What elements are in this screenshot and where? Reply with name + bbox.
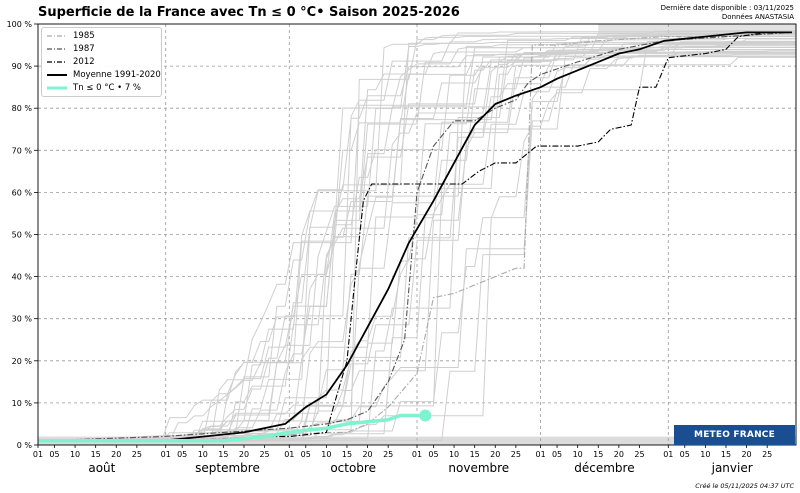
x-tick-label: 25 (259, 450, 269, 459)
y-tick-label: 50 % (12, 231, 33, 240)
month-label: décembre (574, 461, 634, 475)
legend-item-mean: Moyenne 1991-2020 (47, 70, 161, 80)
x-tick-label: 01 (33, 450, 43, 459)
x-tick-label: 05 (177, 450, 187, 459)
x-tick-label: 25 (634, 450, 644, 459)
x-tick-label: 20 (741, 450, 751, 459)
series-lines (37, 31, 792, 443)
y-tick-label: 70 % (12, 146, 33, 155)
y-tick-label: 40 % (12, 273, 33, 282)
meteo-france-logo: METEO FRANCE (674, 425, 795, 445)
x-tick-label: 15 (470, 450, 480, 459)
x-tick-label: 10 (573, 450, 583, 459)
x-tick-label: 25 (383, 450, 393, 459)
x-tick-label: 20 (362, 450, 372, 459)
month-label: janvier (711, 461, 753, 475)
historical-season-line (37, 47, 796, 442)
last-date-text: Dernière date disponible : 03/11/2025 (660, 4, 794, 12)
legend-item-1987: 1987 (47, 44, 95, 54)
x-tick-label: 20 (490, 450, 500, 459)
x-tick-label: 15 (91, 450, 101, 459)
legend-item-1985: 1985 (47, 31, 95, 41)
x-tick-label: 15 (721, 450, 731, 459)
historical-season-line (37, 52, 796, 442)
y-tick-label: 60 % (12, 188, 33, 197)
series-line-1 (37, 31, 792, 442)
legend-label: Moyenne 1991-2020 (73, 70, 161, 80)
x-tick-label: 20 (239, 450, 249, 459)
historical-season-line (37, 40, 796, 442)
y-tick-label: 0 % (17, 441, 33, 450)
source-text: Données ANASTASIA (721, 13, 794, 21)
grid-lines (38, 24, 796, 445)
x-axis-ticks: 01 05 10 15 20 25 août 01 05 10 15 20 25 septembre 01 0… (33, 445, 772, 475)
x-tick-label: 01 (535, 450, 545, 459)
x-tick-label: 01 (161, 450, 171, 459)
x-tick-label: 10 (198, 450, 208, 459)
legend-swatch-dashdot-gray (47, 35, 67, 37)
historical-season-line (37, 37, 797, 442)
historical-season-lines (37, 30, 797, 442)
x-tick-label: 01 (663, 450, 673, 459)
y-tick-label: 80 % (12, 104, 33, 113)
x-tick-label: 01 (284, 450, 294, 459)
x-tick-label: 15 (342, 450, 352, 459)
historical-season-line (37, 30, 796, 442)
month-label: septembre (195, 461, 260, 475)
legend-item-current: Tn ≤ 0 °C • 7 % (47, 83, 141, 93)
historical-season-line (37, 56, 796, 442)
x-tick-label: 20 (111, 450, 121, 459)
x-tick-label: 10 (321, 450, 331, 459)
legend-label: 1985 (73, 31, 95, 41)
x-tick-label: 25 (511, 450, 521, 459)
x-tick-label: 05 (552, 450, 562, 459)
historical-season-line (37, 56, 796, 442)
x-tick-label: 15 (593, 450, 603, 459)
y-tick-label: 100 % (7, 20, 33, 29)
x-tick-label: 05 (680, 450, 690, 459)
y-axis-ticks: 0 % 10 % 20 % 30 % 40 % 50 % 60 % 70 % 80 % 90 % 1… (7, 20, 38, 450)
x-tick-label: 25 (762, 450, 772, 459)
series-line-3 (38, 31, 792, 442)
historical-season-line (37, 32, 796, 442)
legend-label: 1987 (73, 44, 95, 54)
current-value-marker (419, 409, 432, 422)
y-tick-label: 20 % (12, 357, 33, 366)
x-tick-label: 05 (301, 450, 311, 459)
legend-swatch-dashdot-dark (47, 48, 67, 50)
legend-label: 2012 (73, 57, 95, 67)
x-tick-label: 25 (132, 450, 142, 459)
x-tick-label: 05 (49, 450, 59, 459)
historical-season-line (37, 52, 796, 442)
month-label: novembre (448, 461, 509, 475)
x-tick-label: 10 (449, 450, 459, 459)
metadata-block: Dernière date disponible : 03/11/2025 Do… (661, 4, 794, 22)
historical-season-line (37, 44, 796, 442)
legend-swatch-dashdot-black (47, 61, 67, 63)
historical-season-line (37, 41, 796, 442)
y-tick-label: 30 % (12, 315, 33, 324)
month-label: octobre (330, 461, 376, 475)
month-label: août (88, 461, 115, 475)
x-tick-label: 01 (412, 450, 422, 459)
series-line-4 (38, 413, 426, 443)
legend-swatch-solid-black (47, 74, 67, 76)
chart-title: Superficie de la France avec Tn ≤ 0 °C• … (38, 5, 460, 20)
legend-item-2012: 2012 (47, 57, 95, 67)
legend-swatch-solid-mint (47, 86, 67, 90)
created-text: Créé le 05/11/2025 04:37 UTC (695, 482, 794, 490)
y-tick-label: 10 % (12, 399, 33, 408)
x-tick-label: 05 (428, 450, 438, 459)
x-tick-label: 20 (614, 450, 624, 459)
series-line-2 (38, 31, 792, 442)
x-tick-label: 15 (218, 450, 228, 459)
y-tick-label: 90 % (12, 62, 33, 71)
legend-label: Tn ≤ 0 °C • 7 % (73, 83, 142, 93)
x-tick-label: 10 (700, 450, 710, 459)
legend: 1985 1987 2012 Moyenne 1991-2020 Tn ≤ 0 … (41, 27, 162, 97)
x-tick-label: 10 (70, 450, 80, 459)
